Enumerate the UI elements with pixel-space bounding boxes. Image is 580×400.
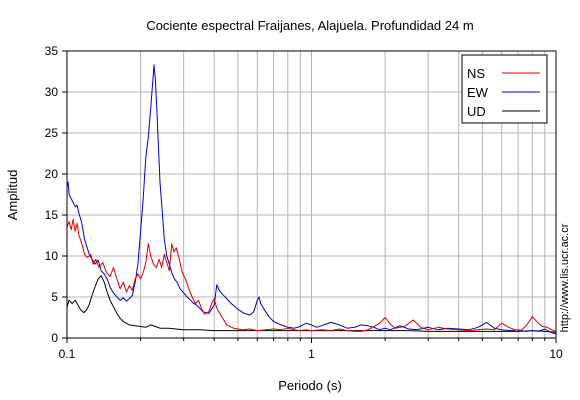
y-tick-label: 30 (45, 85, 59, 99)
series-line-ns (66, 218, 557, 332)
legend-label-ud: UD (467, 104, 486, 119)
legend-label-ew: EW (467, 85, 489, 100)
y-tick-label: 35 (45, 44, 59, 58)
x-tick-label: 0.1 (59, 347, 76, 361)
tick-marks (62, 50, 557, 343)
legend: NS EW UD (461, 54, 548, 124)
chart-title: Cociente espectral Fraijanes, Alajuela. … (146, 18, 473, 33)
series-line-ew (66, 64, 557, 335)
y-tick-label: 5 (51, 290, 58, 304)
legend-label-ns: NS (467, 66, 485, 81)
y-tick-label: 0 (51, 331, 58, 345)
series-layer (66, 64, 557, 335)
y-axis-label: Amplitud (5, 170, 20, 221)
x-tick-label: 10 (549, 347, 563, 361)
x-axis-label: Periodo (s) (278, 378, 342, 393)
y-tick-label: 15 (45, 208, 59, 222)
x-tick-label: 1 (308, 347, 315, 361)
tick-labels: 0 5 10 15 20 25 30 35 0.1 1 10 (45, 44, 563, 361)
y-tick-label: 20 (45, 167, 59, 181)
grid (67, 51, 556, 338)
series-line-ud (66, 275, 557, 333)
legend-box (461, 54, 548, 124)
y-tick-label: 25 (45, 126, 59, 140)
source-url-note: http://www.lis.ucr.ac.cr (559, 223, 571, 332)
y-tick-label: 10 (45, 249, 59, 263)
